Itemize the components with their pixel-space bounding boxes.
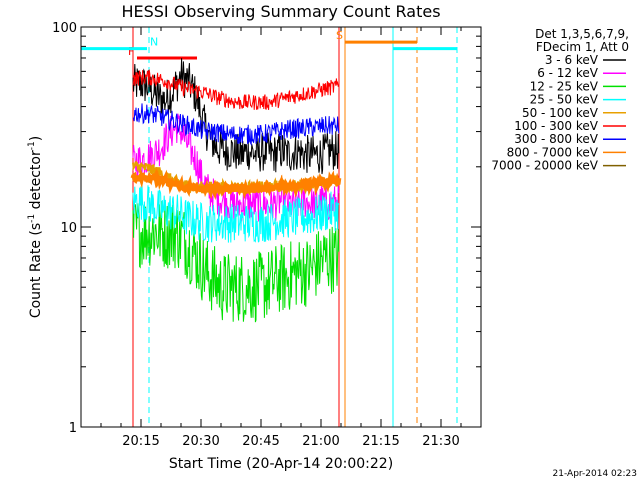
y-tick-label-3: 100: [52, 21, 77, 36]
legend-label-2: 6 - 12 keV: [537, 66, 599, 80]
chart-title: HESSI Observing Summary Count Rates: [121, 2, 440, 21]
legend-label-1: 3 - 6 keV: [545, 53, 599, 67]
x-axis-label: Start Time (20-Apr-14 20:00:22): [169, 456, 393, 472]
series-line-6: [132, 69, 340, 110]
footer-timestamp: 21-Apr-2014 02:23: [553, 469, 637, 479]
legend-label-3: 12 - 25 keV: [530, 79, 599, 93]
legend-label-5: 50 - 100 keV: [522, 106, 599, 120]
y-tick-label-2: 10: [60, 221, 77, 236]
flag-label-N: N: [150, 36, 158, 49]
x-tick-label-2: 20:30: [182, 434, 219, 449]
x-tick-label-1: 20:15: [122, 434, 159, 449]
legend-label-4: 25 - 50 keV: [530, 93, 599, 107]
series-line-8: [130, 167, 342, 201]
series-line-2: [132, 113, 340, 222]
x-tick-label-4: 21:00: [302, 434, 339, 449]
data-layer: F N S: [81, 27, 458, 427]
legend: Det 1,3,5,6,7,9, FDecim 1, Att 0 3 - 6 k…: [491, 27, 629, 173]
x-tick-label-5: 21:15: [362, 434, 399, 449]
legend-label-7: 300 - 800 keV: [514, 132, 598, 146]
axis-layer: 20:15 20:30 20:45 21:00 21:15 21:30 1 10 100: [52, 21, 482, 449]
x-tick-label-3: 20:45: [242, 434, 279, 449]
legend-label-8: 800 - 7000 keV: [507, 145, 599, 159]
legend-header-line-2: FDecim 1, Att 0: [536, 40, 629, 54]
x-tick-label-6: 21:30: [422, 434, 459, 449]
flag-label-S: S: [336, 29, 343, 42]
y-tick-label-1: 1: [69, 421, 77, 436]
flag-label-F: F: [128, 45, 134, 58]
series-line-7: [132, 103, 340, 147]
legend-label-6: 100 - 300 keV: [514, 119, 598, 133]
series-line-4: [132, 184, 340, 243]
legend-label-9: 7000 - 20000 keV: [491, 159, 598, 173]
y-axis-label: Count Rate (s-1 detector-1): [27, 136, 44, 318]
legend-header-line-1: Det 1,3,5,6,7,9,: [535, 27, 629, 41]
